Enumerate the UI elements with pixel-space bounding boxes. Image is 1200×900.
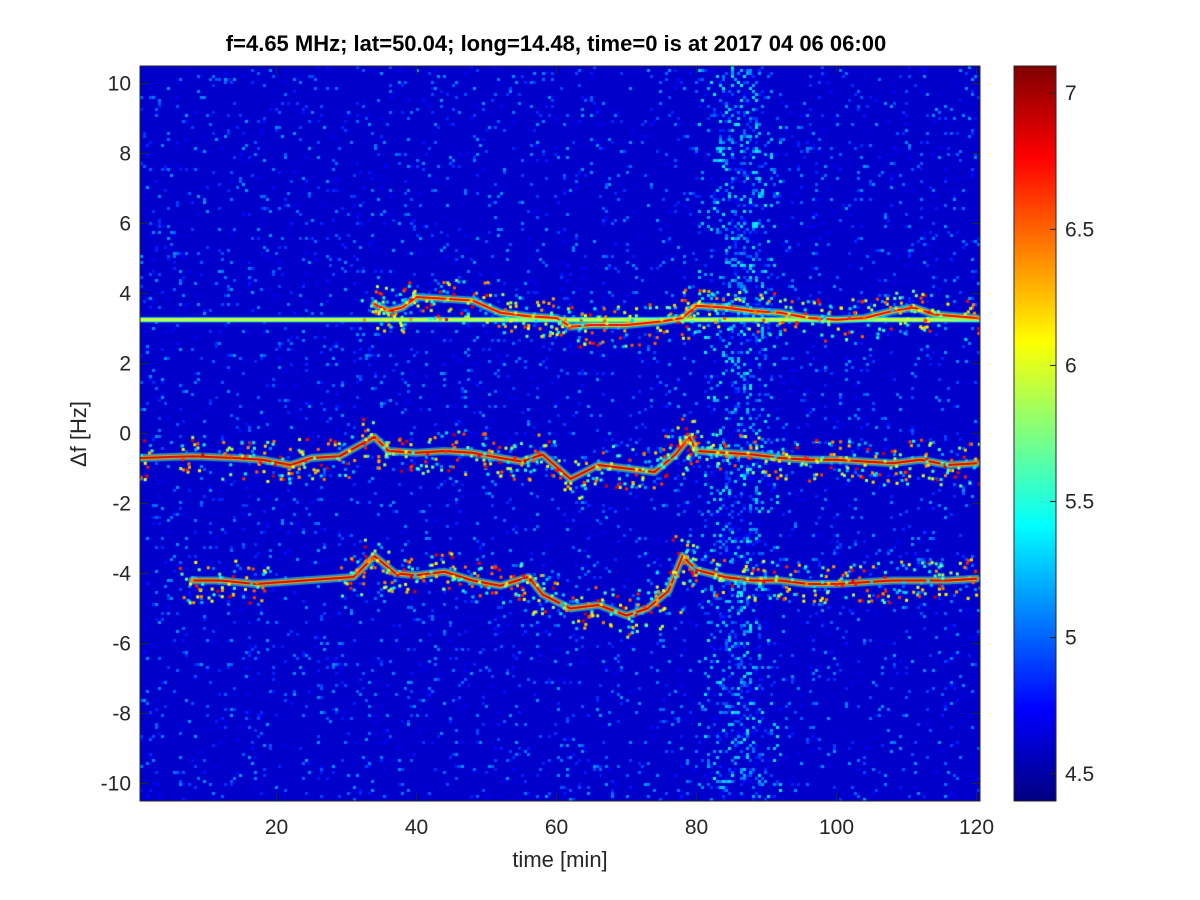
y-axis-label: Δf [Hz] [66,401,91,467]
y-tick-label: 4 [119,283,131,306]
y-tick-label: 10 [108,73,131,96]
colorbar-gradient [1014,66,1056,801]
x-tick-label: 80 [685,816,708,839]
x-axis: 20 40 60 80 100 120 [265,66,994,839]
colorbar-tick-label: 7 [1065,82,1077,105]
colorbar-tick-label: 5.5 [1065,491,1094,514]
y-tick-label: 6 [119,213,131,236]
x-tick-label: 40 [405,816,428,839]
x-tick-label: 60 [545,816,568,839]
y-tick-label: -2 [112,493,131,516]
colorbar-tick-label: 6 [1065,354,1077,377]
x-tick-label: 120 [959,816,994,839]
y-tick-label: -6 [112,633,131,656]
chart-title: f=4.65 MHz; lat=50.04; long=14.48, time=… [226,31,886,56]
colorbar: 4.5 5 5.5 6 6.5 7 [1013,65,1094,802]
colorbar-frame [1013,65,1057,802]
colorbar-tick-label: 5 [1065,627,1077,650]
y-axis: -10 -8 -6 -4 -2 0 2 4 6 8 10 [101,73,980,796]
plot-area [139,65,981,802]
heatmap-image [140,66,980,801]
colorbar-ticks: 4.5 5 5.5 6 6.5 7 [1050,82,1094,786]
x-axis-label: time [min] [512,847,607,872]
y-tick-label: -4 [112,563,131,586]
x-tick-label: 20 [265,816,288,839]
y-tick-label: -8 [112,703,131,726]
x-tick-label: 100 [819,816,854,839]
colorbar-tick-label: 4.5 [1065,763,1094,786]
y-tick-label: -10 [101,773,131,796]
colorbar-tick-label: 6.5 [1065,218,1094,241]
y-tick-label: 0 [119,423,131,446]
y-tick-label: 2 [119,353,131,376]
y-tick-label: 8 [119,143,131,166]
